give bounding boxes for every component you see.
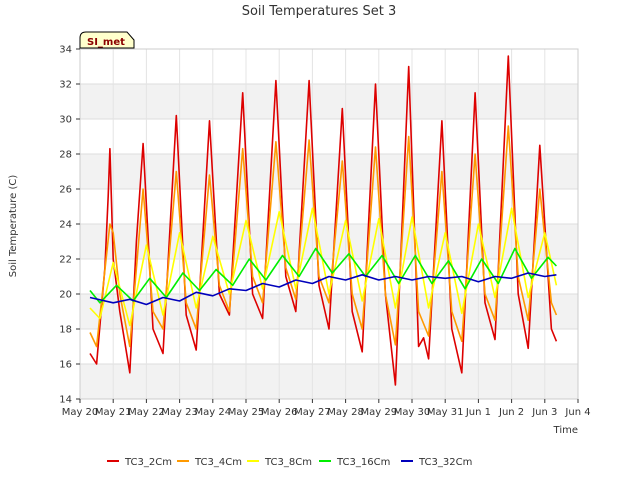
site-label-box: SI_met (79, 31, 135, 49)
legend-label: TC3_4Cm (194, 457, 242, 468)
y-tick-label: 24 (59, 220, 72, 231)
x-tick-label: Jun 4 (564, 407, 590, 418)
x-tick-label: May 27 (294, 407, 331, 418)
y-tick-label: 30 (59, 115, 72, 126)
legend-label: TC3_32Cm (418, 457, 472, 468)
legend-item-tc3-2cm: TC3_2Cm (107, 457, 172, 468)
x-tick-label: Jun 1 (465, 407, 491, 418)
series-line-tc3-32cm (89, 272, 557, 306)
x-tick-label: May 20 (62, 407, 99, 418)
legend-label: TC3_16Cm (336, 457, 390, 468)
series-line-tc3-16cm (89, 247, 557, 304)
legend-label: TC3_2Cm (124, 457, 172, 468)
legend: TC3_2Cm TC3_4Cm TC3_8Cm TC3_16Cm TC3_32Cm (107, 457, 472, 468)
x-tick-label: May 31 (427, 407, 464, 418)
series-line-tc3-4cm (89, 125, 558, 348)
x-tick-label: May 23 (161, 407, 198, 418)
y-tick-label: 32 (59, 80, 72, 91)
x-tick-label: May 28 (327, 407, 364, 418)
x-axis-label: Time (553, 425, 578, 436)
x-tick-label: Jun 3 (531, 407, 557, 418)
legend-item-tc3-8cm: TC3_8Cm (247, 457, 312, 468)
y-tick-label: 20 (59, 290, 72, 301)
y-tick-label: 18 (59, 325, 72, 336)
y-tick-label: 26 (59, 185, 72, 196)
x-tick-label: Jun 2 (498, 407, 524, 418)
y-tick-label: 16 (59, 360, 72, 371)
x-tick-label: May 24 (195, 407, 232, 418)
series-line-tc3-2cm (89, 55, 558, 386)
chart-title: Soil Temperatures Set 3 (242, 4, 397, 19)
x-tick-label: May 21 (95, 407, 132, 418)
y-tick-label: 34 (59, 45, 72, 56)
y-tick-label: 28 (59, 150, 72, 161)
series-lines (89, 55, 558, 386)
background-band (80, 84, 578, 119)
background-band (80, 154, 578, 189)
x-tick-label: May 22 (128, 407, 165, 418)
legend-item-tc3-4cm: TC3_4Cm (177, 457, 242, 468)
legend-label: TC3_8Cm (264, 457, 312, 468)
background-band (80, 364, 578, 399)
x-tick-label: May 26 (261, 407, 298, 418)
x-tick-label: May 25 (228, 407, 265, 418)
background-band (80, 224, 578, 259)
y-tick-label: 22 (59, 255, 72, 266)
legend-item-tc3-32cm: TC3_32Cm (401, 457, 472, 468)
y-axis-label: Soil Temperature (C) (8, 175, 19, 278)
y-tick-label: 14 (59, 395, 72, 406)
y-axis-ticks: 14 16 18 20 22 24 26 28 30 32 34 (59, 45, 80, 406)
site-label: SI_met (87, 37, 125, 48)
x-tick-label: May 29 (361, 407, 398, 418)
legend-item-tc3-16cm: TC3_16Cm (319, 457, 390, 468)
series-line-tc3-8cm (89, 207, 558, 327)
x-tick-label: May 30 (394, 407, 431, 418)
